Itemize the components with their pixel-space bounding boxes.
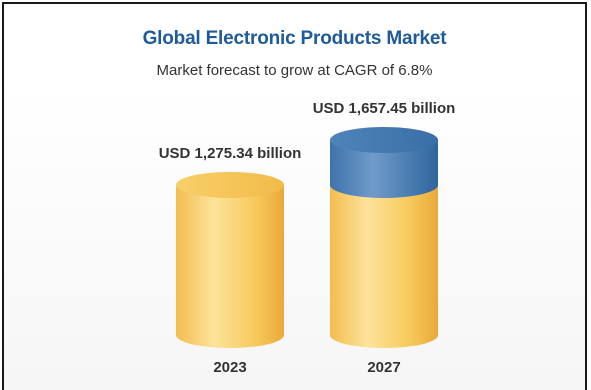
bar-2027: USD 1,657.45 billion 2027 [313, 100, 456, 376]
value-label: USD 1,275.34 billion [159, 145, 302, 162]
bar-top [176, 171, 284, 198]
bar-2023: USD 1,275.34 billion 2023 [159, 145, 302, 376]
bar-body [330, 184, 438, 348]
bar-body [176, 184, 284, 348]
x-tick-label: 2023 [213, 359, 246, 376]
value-label: USD 1,657.45 billion [313, 100, 456, 117]
chart-title: Global Electronic Products Market [142, 28, 447, 49]
x-tick-label: 2027 [367, 359, 400, 376]
bar-top [330, 127, 438, 153]
growth-segment [330, 140, 438, 198]
chart-subtitle: Market forecast to grow at CAGR of 6.8% [156, 62, 433, 79]
